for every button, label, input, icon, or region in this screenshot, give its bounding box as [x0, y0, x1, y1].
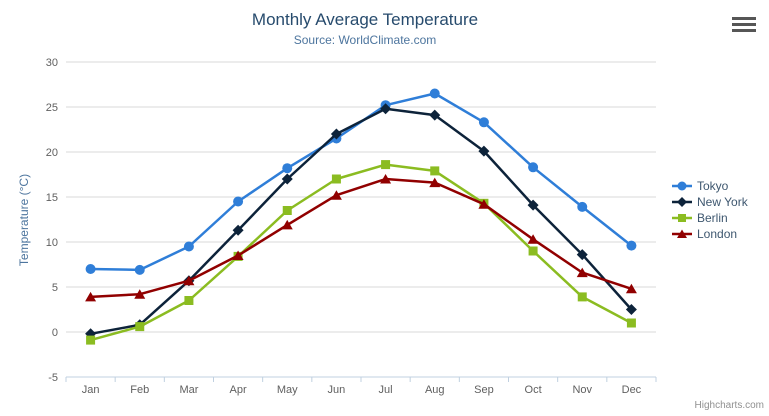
chart-subtitle: Source: WorldClimate.com	[293, 33, 437, 47]
triangle-marker	[85, 291, 97, 302]
diamond-marker	[677, 197, 687, 207]
legend-item-london[interactable]: London	[672, 226, 748, 242]
series-line-new-york	[89, 107, 633, 336]
triangle-marker	[183, 275, 195, 286]
x-axis-label: Jul	[379, 384, 393, 396]
triangle-marker	[576, 267, 588, 278]
diamond-marker	[380, 103, 392, 115]
diamond-marker	[330, 128, 342, 140]
triangle-marker	[478, 199, 490, 209]
export-menu-button[interactable]	[729, 12, 759, 36]
y-axis-label: 10	[46, 237, 58, 249]
diamond-marker	[527, 199, 539, 211]
diamond-marker	[281, 173, 293, 185]
square-marker	[678, 214, 686, 222]
y-axis-label: 25	[46, 102, 58, 114]
x-axis-label: Jan	[82, 384, 100, 396]
circle-marker	[183, 241, 194, 252]
square-marker	[577, 292, 587, 302]
circle-marker	[233, 196, 244, 207]
circle-marker	[429, 88, 440, 99]
x-axis-label: Apr	[230, 384, 247, 396]
circle-marker	[478, 117, 489, 128]
triangle-marker	[380, 174, 392, 184]
square-marker	[86, 335, 96, 345]
diamond-marker	[429, 109, 441, 121]
circle-marker	[626, 240, 637, 251]
square-marker	[430, 166, 440, 176]
circle-marker	[85, 264, 96, 274]
circle-marker	[134, 264, 145, 275]
circle-legend-icon	[672, 181, 692, 191]
triangle-marker	[527, 234, 539, 244]
triangle-marker	[330, 190, 342, 200]
chart-title: Monthly Average Temperature	[251, 10, 479, 29]
triangle-marker	[677, 229, 687, 238]
diamond-marker	[232, 224, 244, 236]
triangle-legend-icon	[672, 229, 692, 238]
y-axis-label: -5	[48, 372, 58, 384]
x-axis-label: Dec	[622, 384, 642, 396]
hamburger-menu-icon	[732, 16, 756, 32]
x-axis-label: Jun	[328, 384, 346, 396]
x-axis-label: Oct	[525, 384, 542, 396]
circle-marker	[577, 201, 588, 212]
y-axis-label: 20	[46, 147, 58, 159]
square-legend-icon	[672, 214, 692, 222]
circle-marker	[282, 163, 293, 174]
triangle-marker	[429, 177, 441, 188]
diamond-marker	[478, 145, 490, 157]
legend-label: Berlin	[697, 211, 728, 225]
x-axis-label: Mar	[179, 384, 198, 396]
square-marker	[184, 296, 194, 305]
circle-marker	[528, 162, 539, 173]
legend-item-new-york[interactable]: New York	[672, 194, 748, 210]
legend-label: London	[697, 227, 738, 241]
y-axis-label: 0	[52, 327, 58, 339]
circle-marker	[677, 181, 687, 191]
legend-item-berlin[interactable]: Berlin	[672, 210, 748, 226]
x-axis-label: Aug	[425, 384, 445, 396]
diamond-marker	[625, 304, 637, 315]
triangle-marker	[625, 283, 637, 294]
credits-link[interactable]: Highcharts.com	[694, 400, 764, 411]
legend: Tokyo New York Berlin London	[672, 178, 748, 242]
square-marker	[331, 174, 341, 184]
series-line-london	[89, 177, 633, 299]
legend-label: New York	[697, 195, 748, 209]
x-axis-label: Feb	[130, 384, 149, 396]
series-line-berlin	[89, 163, 633, 342]
square-marker	[626, 318, 636, 328]
x-axis-label: May	[277, 384, 298, 396]
legend-label: Tokyo	[697, 179, 729, 193]
diamond-legend-icon	[672, 197, 692, 207]
x-axis-label: Nov	[572, 384, 592, 396]
square-marker	[381, 160, 391, 170]
y-axis-label: 30	[46, 57, 58, 69]
diamond-marker	[576, 249, 588, 261]
triangle-marker	[281, 219, 293, 230]
square-marker	[135, 322, 145, 332]
y-axis-label: 5	[52, 282, 58, 294]
triangle-marker	[134, 289, 146, 299]
legend-item-tokyo[interactable]: Tokyo	[672, 178, 748, 194]
square-marker	[282, 206, 292, 215]
triangle-marker	[232, 250, 244, 260]
x-axis-label: Sep	[474, 384, 494, 396]
y-axis-label: 15	[46, 192, 58, 204]
square-marker	[528, 246, 538, 256]
series-line-tokyo	[89, 92, 633, 272]
